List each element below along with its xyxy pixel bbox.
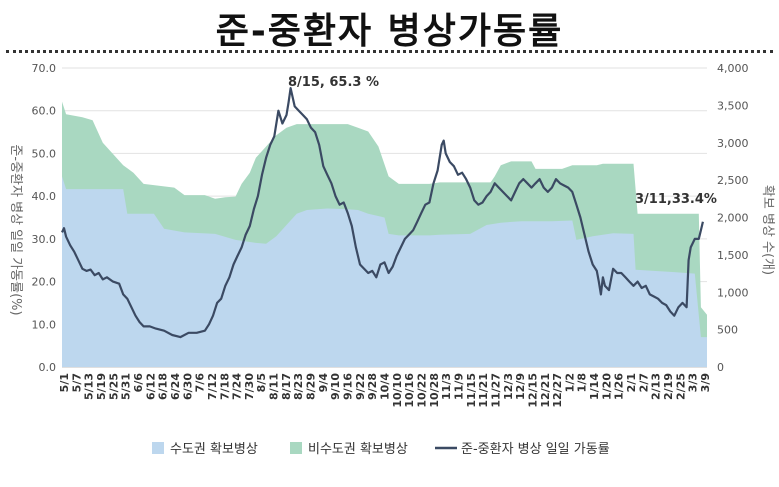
x-tick-label: 8/29 — [305, 373, 318, 400]
y-left-tick-label: 20.0 — [32, 276, 57, 289]
area-capital-beds — [62, 176, 707, 367]
x-tick-label: 10/10 — [391, 373, 404, 408]
x-tick-label: 9/10 — [329, 373, 342, 400]
x-tick-label: 6/24 — [169, 373, 182, 400]
legend-swatch — [152, 442, 164, 454]
x-tick-label: 6/12 — [144, 373, 157, 400]
x-tick-label: 3/9 — [699, 373, 712, 392]
x-tick-label: 11/3 — [440, 373, 453, 400]
x-tick-label: 7/18 — [218, 373, 231, 400]
x-tick-label: 8/5 — [255, 373, 268, 392]
legend-label: 비수도권 확보병상 — [308, 442, 408, 457]
y-right-tick-label: 0 — [717, 361, 724, 374]
y-axis-left: 0.0 10.0 20.0 30.0 40.0 50.0 60.0 70.0 — [32, 62, 57, 374]
title-divider — [6, 50, 773, 53]
x-tick-label: 6/6 — [132, 373, 145, 393]
y-left-tick-label: 60.0 — [32, 105, 57, 118]
y-left-tick-label: 10.0 — [32, 318, 57, 331]
area-series — [62, 101, 707, 367]
x-tick-label: 1/20 — [600, 373, 613, 400]
x-tick-label: 6/18 — [157, 373, 170, 400]
page-title: 준-중환자 병상가동률 — [215, 11, 564, 52]
line-series — [61, 87, 704, 339]
x-tick-label: 1/8 — [576, 373, 589, 392]
x-tick-label: 12/27 — [551, 373, 564, 408]
y-right-tick-label: 2,000 — [717, 212, 749, 225]
x-tick-label: 6/30 — [181, 373, 194, 400]
x-tick-label: 2/1 — [625, 373, 638, 392]
legend-label: 준-중환자 병상 일일 가동률 — [461, 442, 610, 457]
x-tick-label: 5/1 — [58, 373, 71, 392]
x-tick-label: 10/4 — [379, 373, 392, 400]
y-right-tick-label: 3,500 — [717, 99, 749, 112]
x-tick-label: 5/25 — [107, 373, 120, 400]
y-right-tick-label: 500 — [717, 324, 738, 337]
legend-swatch — [290, 442, 302, 454]
x-tick-label: 8/11 — [268, 373, 281, 400]
x-tick-label: 11/9 — [453, 373, 466, 400]
y-axis-left-label: 준-중환자 병상 일일 가동률(%) — [8, 144, 23, 315]
y-right-tick-label: 1,500 — [717, 249, 749, 262]
y-axis-right: 0 500 1,000 1,500 2,000 2,500 3,000 3,500 4,000 — [717, 62, 749, 374]
legend-label: 수도권 확보병상 — [170, 442, 258, 457]
y-axis-right-label: 확보 병상 수(개) — [760, 185, 775, 275]
y-right-tick-label: 3,000 — [717, 137, 749, 150]
x-tick-label: 12/9 — [514, 373, 527, 400]
y-left-tick-label: 40.0 — [32, 190, 57, 203]
x-tick-label: 12/21 — [539, 373, 552, 408]
x-tick-label: 7/6 — [194, 373, 207, 393]
x-tick-label: 7/12 — [206, 373, 219, 400]
y-left-tick-label: 70.0 — [32, 62, 57, 75]
x-tick-label: 9/28 — [366, 373, 379, 400]
x-tick-label: 8/23 — [292, 373, 305, 400]
x-tick-label: 11/21 — [477, 373, 490, 408]
x-tick-label: 5/31 — [120, 373, 133, 400]
y-right-tick-label: 4,000 — [717, 62, 749, 75]
x-tick-label: 2/19 — [662, 373, 675, 400]
x-tick-label: 11/15 — [465, 373, 478, 408]
x-tick-label: 1/26 — [613, 373, 626, 400]
y-right-tick-label: 1,000 — [717, 286, 749, 299]
x-tick-label: 7/30 — [243, 373, 256, 400]
x-tick-label: 5/13 — [83, 373, 96, 400]
peak-annotation: 8/15, 65.3 % — [288, 75, 379, 90]
x-tick-label: 2/13 — [650, 373, 663, 400]
x-tick-label: 1/14 — [588, 373, 601, 400]
x-tick-label: 2/25 — [674, 373, 687, 400]
x-tick-label: 9/4 — [317, 373, 330, 393]
legend: 수도권 확보병상 비수도권 확보병상 준-중환자 병상 일일 가동률 — [152, 442, 610, 457]
x-tick-label: 7/24 — [231, 373, 244, 400]
x-tick-label: 10/16 — [403, 373, 416, 408]
annotations: 8/15, 65.3 % 3/11,33.4% — [288, 75, 717, 207]
y-left-tick-label: 50.0 — [32, 147, 57, 160]
x-tick-label: 10/22 — [416, 373, 429, 408]
y-right-tick-label: 2,500 — [717, 174, 749, 187]
y-left-tick-label: 30.0 — [32, 233, 57, 246]
x-tick-label: 12/3 — [502, 373, 515, 400]
x-tick-label: 3/3 — [687, 373, 700, 392]
y-left-tick-label: 0.0 — [39, 361, 57, 374]
x-tick-label: 5/7 — [70, 373, 83, 392]
x-tick-label: 11/27 — [489, 373, 502, 408]
x-tick-label: 10/28 — [428, 373, 441, 408]
x-tick-label: 9/16 — [342, 373, 355, 400]
x-tick-label: 5/19 — [95, 373, 108, 400]
x-tick-label: 2/7 — [637, 373, 650, 392]
x-tick-label: 8/17 — [280, 373, 293, 400]
x-tick-label: 1/2 — [563, 373, 576, 392]
x-tick-label: 12/15 — [526, 373, 539, 408]
occupancy-line — [61, 87, 704, 339]
x-axis: 5/1 5/7 5/13 5/19 5/25 5/31 6/6 6/12 6/18 6/24 6/3… — [58, 373, 712, 408]
x-tick-label: 9/22 — [354, 373, 367, 400]
latest-annotation: 3/11,33.4% — [635, 192, 717, 207]
